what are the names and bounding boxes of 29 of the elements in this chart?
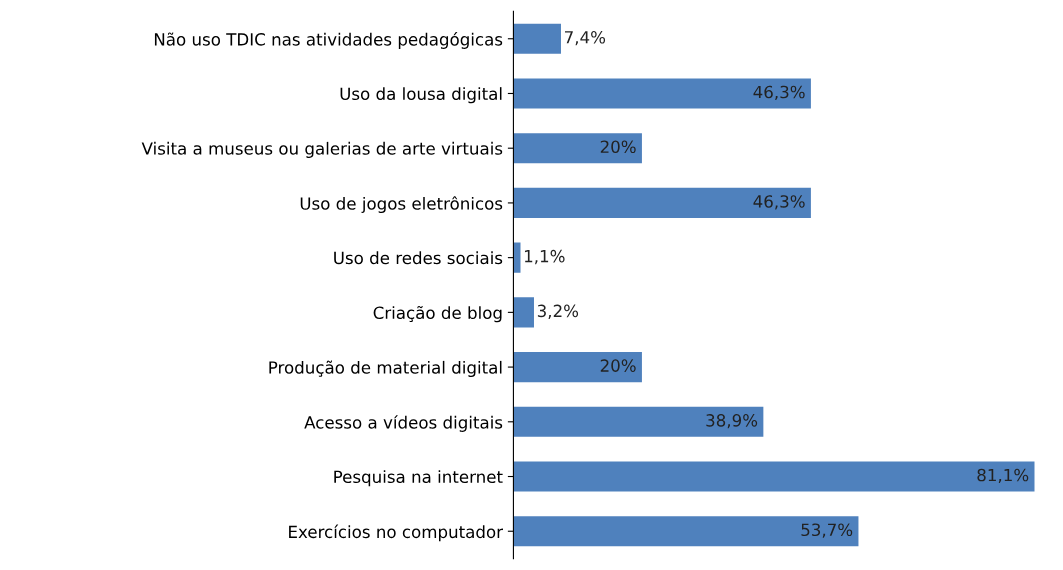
- bar: [513, 297, 534, 328]
- bar: [513, 133, 642, 164]
- y-tick-label: Uso de redes sociais: [334, 251, 503, 265]
- data-label: 1,1%: [524, 249, 565, 265]
- y-tick-label: Uso da lousa digital: [340, 87, 502, 104]
- y-tick-label: Uso de jogos eletrônicos: [300, 196, 503, 214]
- y-tick-label: Produção de material digital: [269, 360, 502, 378]
- y-tick-label: Acesso a vídeos digitais: [304, 415, 503, 432]
- bar: [513, 461, 1035, 492]
- bar: [513, 406, 764, 437]
- y-tick-label: Pesquisa na internet: [334, 470, 503, 487]
- data-label: 20%: [600, 140, 636, 154]
- data-label: 81,1%: [977, 468, 1029, 484]
- data-label: 46,3%: [753, 195, 805, 210]
- bar: [513, 187, 811, 218]
- bar: [513, 352, 642, 383]
- bar: [513, 23, 561, 54]
- bar: [513, 516, 859, 547]
- data-label: 53,7%: [801, 523, 853, 538]
- y-tick-label: Exercícios no computador: [289, 524, 504, 542]
- data-label: 7,4%: [565, 30, 606, 46]
- y-tick-label: Visita a museus ou galerias de arte virtuais: [141, 141, 503, 158]
- data-label: 20%: [600, 359, 636, 372]
- y-tick-label: Criação de blog: [373, 305, 502, 323]
- data-label: 38,9%: [706, 414, 758, 429]
- bar: [513, 78, 811, 109]
- data-label: 3,2%: [537, 304, 579, 319]
- y-tick-label: Não uso TDIC nas atividades pedagógicas: [154, 32, 503, 49]
- data-label: 46,3%: [753, 85, 805, 101]
